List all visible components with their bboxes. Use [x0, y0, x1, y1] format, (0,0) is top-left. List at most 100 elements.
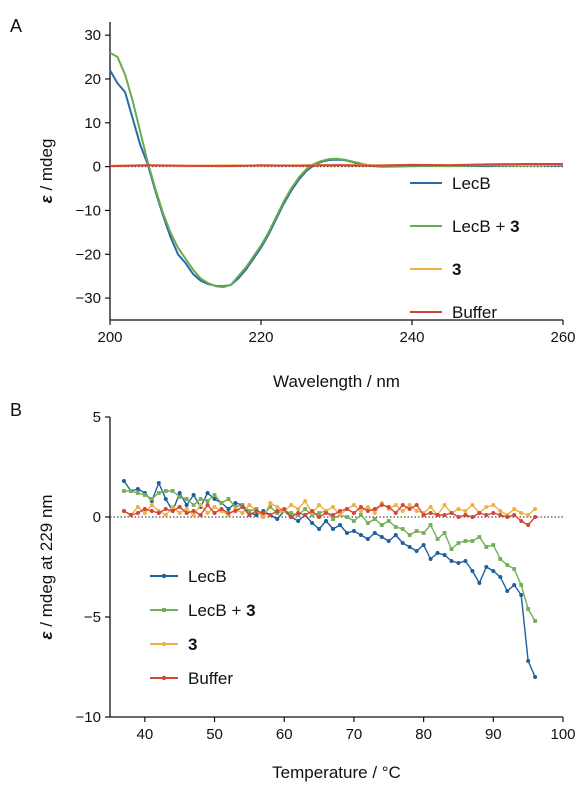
- data-point-lecb: [407, 545, 412, 549]
- legend-label-lecb-a: LecB: [452, 174, 491, 193]
- x-tick-label-b: 90: [485, 726, 502, 743]
- data-point-lecb: [365, 537, 370, 541]
- data-point-lecb: [121, 479, 126, 483]
- legend-marker-lecb: [161, 573, 167, 579]
- data-point-3: [470, 503, 475, 507]
- data-point-lecb-3: [303, 507, 308, 511]
- data-point-lecb-3: [414, 529, 419, 533]
- data-point-lecb-3: [491, 543, 496, 547]
- data-point-buffer: [505, 515, 510, 519]
- data-point-lecb-3: [142, 493, 147, 497]
- legend-label-lecb-b: LecB: [188, 567, 227, 586]
- data-point-buffer: [421, 513, 426, 517]
- data-point-buffer: [296, 511, 301, 515]
- data-point-lecb-3: [129, 489, 133, 493]
- data-point-lecb-3: [219, 501, 224, 505]
- y-tick-label-a: 30: [84, 27, 101, 44]
- x-tick-label-a: 260: [550, 329, 575, 346]
- data-point-3: [198, 503, 203, 507]
- data-point-3: [393, 503, 398, 507]
- data-point-lecb: [324, 519, 329, 523]
- data-point-lecb: [372, 531, 377, 535]
- data-point-buffer: [240, 505, 245, 509]
- data-point-3: [205, 511, 210, 515]
- y-tick-label-a: 20: [84, 71, 101, 88]
- data-point-buffer: [156, 511, 161, 515]
- data-point-lecb-3: [184, 497, 189, 501]
- data-point-lecb: [386, 539, 391, 543]
- data-point-lecb: [331, 527, 336, 531]
- x-tick-label-b: 40: [137, 726, 154, 743]
- data-point-3: [372, 511, 377, 515]
- data-point-lecb-3: [400, 527, 405, 531]
- data-point-buffer: [289, 515, 294, 519]
- data-point-buffer: [170, 509, 175, 513]
- data-point-lecb-3: [122, 489, 126, 493]
- data-point-buffer: [470, 515, 475, 519]
- data-point-buffer: [533, 515, 538, 519]
- data-point-lecb: [177, 491, 182, 495]
- data-point-3: [442, 503, 447, 507]
- data-point-lecb: [310, 521, 315, 525]
- legend-label-3-b: 3: [188, 635, 197, 654]
- series-line-buffer-a: [109, 162, 563, 168]
- legend-marker-3: [161, 641, 167, 647]
- data-point-buffer: [428, 511, 433, 515]
- data-point-lecb-3: [393, 525, 398, 529]
- legend-name: LecB +: [452, 217, 510, 236]
- data-point-lecb-3: [268, 505, 273, 509]
- data-point-lecb-3: [435, 537, 440, 541]
- data-point-buffer: [212, 511, 217, 515]
- panel-label-a: A: [10, 16, 22, 36]
- data-point-lecb-3: [463, 539, 468, 543]
- data-point-buffer: [337, 509, 342, 513]
- data-point-3: [414, 509, 419, 513]
- data-point-lecb-3: [484, 545, 489, 549]
- data-point-lecb: [533, 675, 538, 679]
- x-tick-label-b: 70: [346, 726, 363, 743]
- data-point-3: [463, 509, 468, 513]
- data-point-3: [135, 505, 140, 509]
- x-axis-label-b: Temperature / °C: [272, 763, 401, 782]
- data-point-3: [456, 507, 461, 511]
- data-point-lecb: [205, 491, 210, 495]
- data-point-lecb-3: [449, 547, 454, 551]
- data-point-buffer: [184, 511, 189, 515]
- data-point-lecb-3: [345, 515, 349, 519]
- data-point-buffer: [372, 507, 377, 511]
- data-point-lecb: [414, 549, 419, 553]
- data-point-lecb-3: [170, 489, 175, 493]
- data-point-buffer: [365, 509, 370, 513]
- data-point-lecb: [505, 589, 510, 593]
- legend-label-buffer-a: Buffer: [452, 303, 497, 322]
- data-point-buffer: [275, 509, 280, 513]
- data-point-lecb: [491, 569, 496, 573]
- data-point-buffer: [386, 505, 391, 509]
- data-point-3: [212, 505, 217, 509]
- data-point-buffer: [463, 513, 468, 517]
- data-point-3: [247, 503, 252, 507]
- data-point-buffer: [268, 513, 273, 517]
- series-line-lecb-b: [123, 480, 536, 678]
- data-point-buffer: [407, 507, 412, 511]
- y-tick-label-a: −30: [76, 290, 101, 307]
- data-point-3: [289, 503, 294, 507]
- data-point-buffer: [351, 511, 356, 515]
- data-point-buffer: [449, 511, 454, 515]
- data-point-buffer: [121, 509, 126, 513]
- x-tick-label-b: 60: [276, 726, 293, 743]
- data-point-lecb-3: [519, 583, 524, 587]
- data-point-buffer: [303, 513, 308, 517]
- legend-name: Buffer: [452, 303, 497, 322]
- data-point-lecb: [317, 527, 322, 531]
- y-tick-label-a: −20: [76, 246, 101, 263]
- data-point-lecb-3: [442, 531, 447, 535]
- y-axis-symbol-a: ε: [37, 194, 56, 203]
- data-point-lecb: [456, 561, 461, 565]
- data-point-lecb: [212, 497, 217, 501]
- data-point-lecb-3: [226, 497, 231, 501]
- data-point-lecb: [470, 569, 475, 573]
- x-tick-label-a: 240: [399, 329, 424, 346]
- data-point-buffer: [526, 523, 531, 527]
